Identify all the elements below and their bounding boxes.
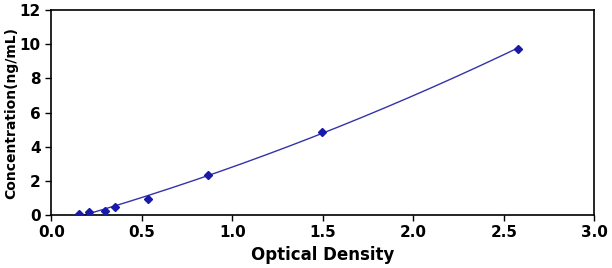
Y-axis label: Concentration(ng/mL): Concentration(ng/mL) xyxy=(4,27,18,199)
X-axis label: Optical Density: Optical Density xyxy=(251,246,395,264)
